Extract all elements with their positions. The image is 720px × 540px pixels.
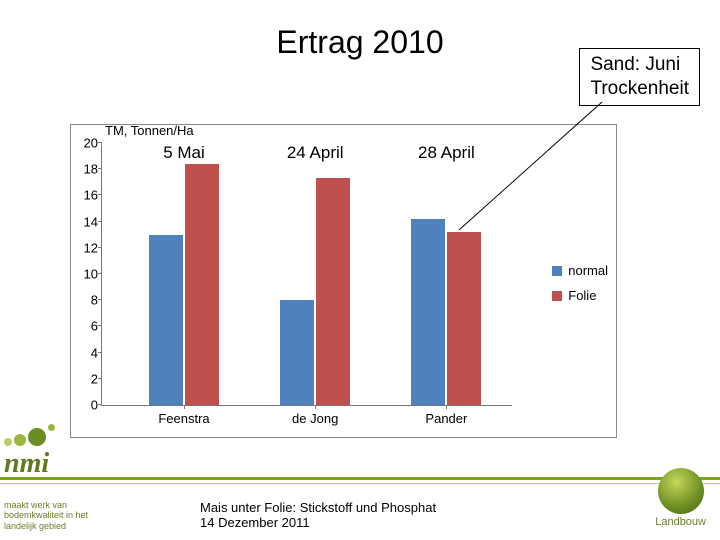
logo-text: nmi bbox=[4, 448, 74, 480]
y-tick-label: 4 bbox=[91, 345, 102, 360]
footer-right-label: Landbouw bbox=[655, 516, 706, 528]
plot-area: 02468101214161820Feenstra5 Maide Jong24 … bbox=[101, 143, 512, 406]
y-tick-label: 12 bbox=[84, 240, 102, 255]
group-date-label: 24 April bbox=[287, 143, 344, 163]
y-tick-label: 16 bbox=[84, 188, 102, 203]
chart-container: TM, Tonnen/Ha 02468101214161820Feenstra5… bbox=[70, 124, 617, 438]
annotation-text: Sand: JuniTrockenheit bbox=[590, 54, 689, 99]
y-tick-label: 20 bbox=[84, 136, 102, 151]
divider-stripe-light bbox=[0, 483, 720, 484]
y-tick-label: 18 bbox=[84, 162, 102, 177]
y-tick-label: 10 bbox=[84, 267, 102, 282]
legend-swatch-icon bbox=[552, 266, 562, 276]
legend-item: Folie bbox=[552, 288, 608, 303]
y-tick-label: 14 bbox=[84, 214, 102, 229]
group-date-label: 28 April bbox=[418, 143, 475, 163]
legend-label: normal bbox=[568, 263, 608, 278]
divider-stripe bbox=[0, 477, 720, 480]
nmi-logo: nmi bbox=[4, 424, 74, 480]
legend: normal Folie bbox=[552, 253, 608, 313]
group-date-label: 5 Mai bbox=[163, 143, 205, 163]
logo-circles-icon bbox=[4, 424, 74, 448]
crop-icon bbox=[658, 468, 704, 514]
y-tick-label: 2 bbox=[91, 371, 102, 386]
annotation-box: Sand: JuniTrockenheit bbox=[579, 48, 700, 106]
footer-line1: Mais unter Folie: Stickstoff und Phospha… bbox=[200, 500, 436, 515]
bar bbox=[411, 219, 445, 405]
footer-line2: 14 Dezember 2011 bbox=[200, 515, 436, 530]
bar bbox=[280, 300, 314, 405]
legend-label: Folie bbox=[568, 288, 596, 303]
footer-center: Mais unter Folie: Stickstoff und Phospha… bbox=[200, 500, 436, 530]
y-tick-label: 0 bbox=[91, 398, 102, 413]
y-tick-label: 8 bbox=[91, 293, 102, 308]
bar bbox=[447, 232, 481, 405]
logo-tagline: maakt werk vanbodemkwaliteit in hetlande… bbox=[4, 500, 88, 532]
y-axis-title: TM, Tonnen/Ha bbox=[105, 123, 194, 138]
footer-right: Landbouw bbox=[655, 468, 706, 528]
bar bbox=[316, 178, 350, 405]
legend-swatch-icon bbox=[552, 291, 562, 301]
bar bbox=[185, 164, 219, 405]
y-tick-label: 6 bbox=[91, 319, 102, 334]
legend-item: normal bbox=[552, 263, 608, 278]
bar bbox=[149, 235, 183, 405]
